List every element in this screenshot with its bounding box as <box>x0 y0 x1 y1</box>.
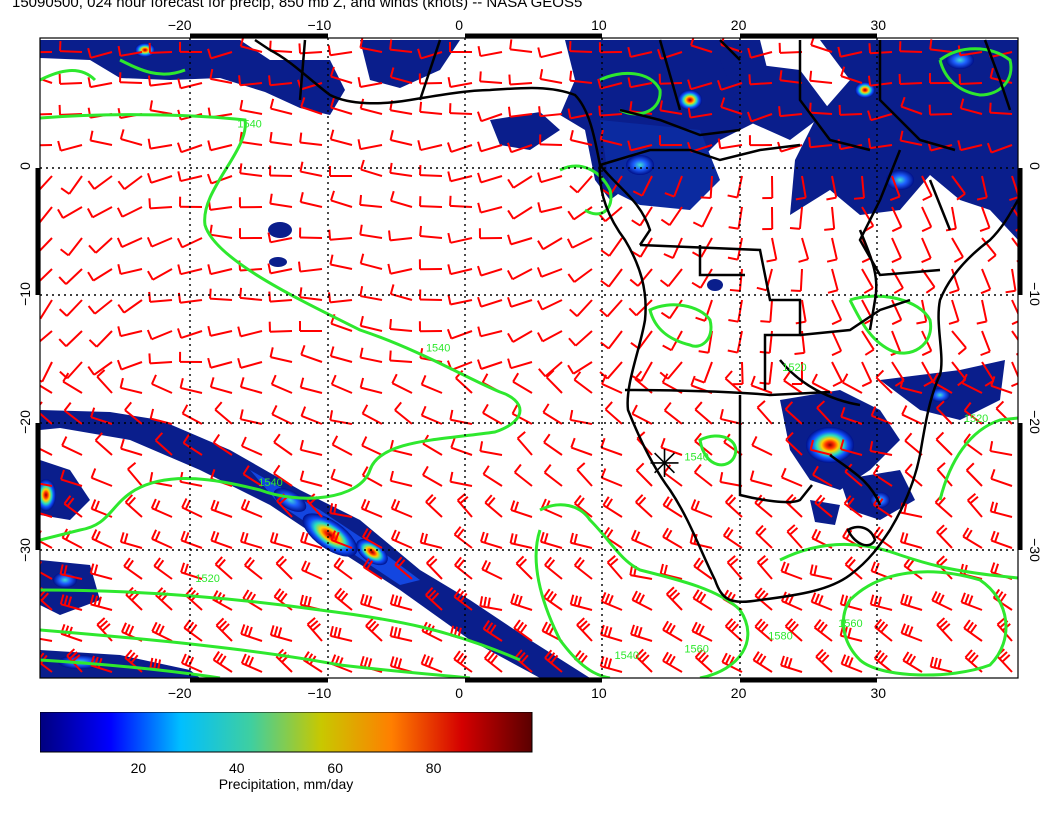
contour-label: 1540 <box>684 451 708 463</box>
lat-tick-label-left: −30 <box>17 538 33 562</box>
lon-tick-label-bottom: 20 <box>731 685 747 700</box>
precip-colorbar: 20 40 60 80 <box>40 712 533 776</box>
colorbar-tick-label: 20 <box>131 760 147 776</box>
coastlines <box>254 38 1018 604</box>
lat-tick-label-right: 0 <box>1027 162 1043 170</box>
lat-tick-label-right: −30 <box>1027 538 1043 562</box>
lon-tick-label-top: 30 <box>870 17 886 33</box>
height-contours <box>40 47 1018 678</box>
lat-tick-label-left: 0 <box>17 162 33 170</box>
colorbar-tick-label: 80 <box>426 760 442 776</box>
lat-tick-label-right: −20 <box>1027 410 1043 434</box>
lat-labels-left: 0 −10 −20 −30 <box>17 162 33 562</box>
lon-tick-label-bottom: 0 <box>455 685 463 700</box>
map-frame <box>35 33 1023 683</box>
lon-tick-label-bottom: −10 <box>308 685 332 700</box>
lat-tick-label-left: −20 <box>17 410 33 434</box>
contour-label: 1540 <box>258 477 282 489</box>
forecast-map: 1540 1540 1540 1520 1540 1520 1520 1580 1560 1540… <box>17 17 1043 700</box>
lat-labels-right: 0 −10 −20 −30 <box>1027 162 1043 562</box>
contour-label: 1520 <box>782 362 806 374</box>
lat-tick-label-right: −10 <box>1027 282 1043 306</box>
colorbar-tick-label: 60 <box>327 760 343 776</box>
contour-label: 1560 <box>684 643 708 655</box>
lon-tick-label-top: 20 <box>731 17 747 33</box>
lon-tick-label-bottom: −20 <box>168 685 192 700</box>
lat-tick-label-left: −10 <box>17 282 33 306</box>
colorbar-label: Precipitation, mm/day <box>218 776 354 792</box>
colorbar-ticks: 20 40 60 80 <box>131 760 442 776</box>
contour-label: 1520 <box>195 573 219 585</box>
lon-tick-label-bottom: 30 <box>870 685 886 700</box>
lon-tick-label-top: −20 <box>168 17 192 33</box>
lon-tick-label-bottom: 10 <box>591 685 607 700</box>
contour-label: 1540 <box>426 343 450 355</box>
contour-label: 1520 <box>964 413 988 425</box>
contour-label: 1580 <box>768 631 792 643</box>
lon-tick-label-top: 0 <box>455 17 463 33</box>
contour-label: 1560 <box>838 618 862 630</box>
lat-lon-grid <box>40 38 1018 678</box>
precip-field <box>40 40 1018 678</box>
location-star-marker <box>650 448 679 477</box>
contour-label: 1540 <box>615 650 639 662</box>
colorbar-tick-label: 40 <box>229 760 245 776</box>
lon-tick-label-top: 10 <box>591 17 607 33</box>
contour-label: 1540 <box>237 119 261 131</box>
lon-labels-top: −20 −10 0 10 20 30 <box>168 17 886 33</box>
lon-tick-label-top: −10 <box>308 17 332 33</box>
chart-title: 15090500, 024 hour forecast for precip, … <box>12 0 583 11</box>
lon-labels-bottom: −20 −10 0 10 20 30 <box>168 685 886 700</box>
contour-labels: 1540 1540 1540 1520 1540 1520 1520 1580 1560 1540… <box>195 119 988 662</box>
